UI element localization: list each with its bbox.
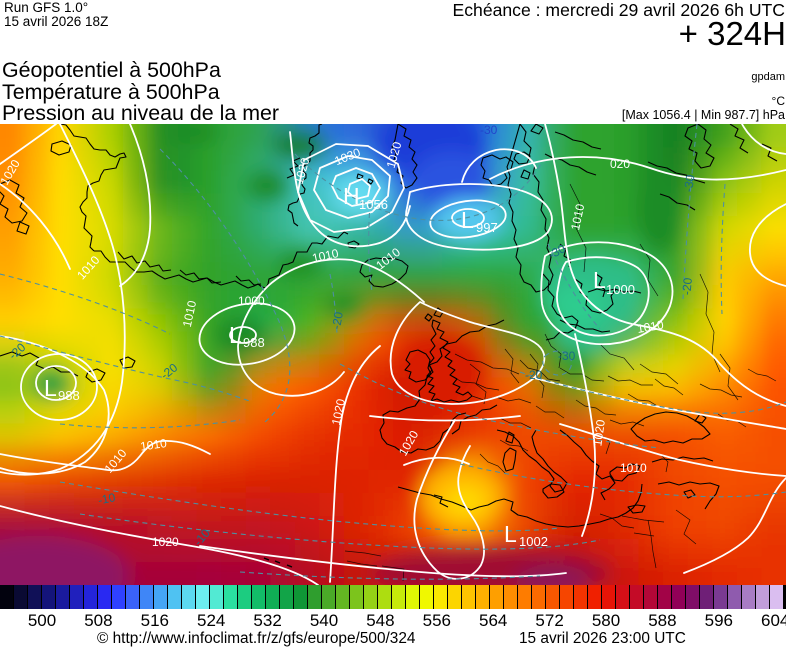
svg-text:-30: -30 (558, 349, 576, 363)
svg-text:-30: -30 (480, 124, 498, 137)
svg-text:997: 997 (476, 220, 498, 235)
svg-text:-20: -20 (525, 368, 543, 382)
svg-text:-30: -30 (681, 173, 697, 192)
svg-text:1000: 1000 (238, 294, 265, 308)
svg-text:1002: 1002 (519, 534, 548, 549)
svg-text:1010: 1010 (568, 202, 587, 231)
svg-text:L: L (504, 521, 517, 547)
svg-text:988: 988 (58, 388, 80, 403)
svg-text:L: L (44, 375, 57, 401)
svg-text:L: L (461, 207, 474, 233)
svg-text:1000: 1000 (606, 282, 635, 297)
svg-text:1056: 1056 (359, 197, 388, 212)
svg-text:1020: 1020 (152, 535, 179, 549)
svg-text:1010: 1010 (139, 436, 168, 454)
svg-text:1010: 1010 (311, 246, 340, 265)
svg-text:L: L (229, 322, 242, 348)
svg-text:1020: 1020 (590, 418, 608, 447)
svg-text:H: H (343, 183, 360, 209)
svg-text:1010: 1010 (636, 317, 665, 335)
svg-text:020: 020 (610, 157, 630, 171)
svg-text:-10: -10 (97, 490, 117, 507)
svg-text:1020: 1020 (329, 397, 348, 426)
svg-text:-20: -20 (329, 310, 346, 330)
svg-text:L: L (593, 267, 606, 293)
svg-text:1010: 1010 (620, 461, 647, 475)
svg-text:988: 988 (243, 335, 265, 350)
svg-text:1010: 1010 (180, 299, 199, 328)
svg-text:-20: -20 (679, 277, 694, 296)
